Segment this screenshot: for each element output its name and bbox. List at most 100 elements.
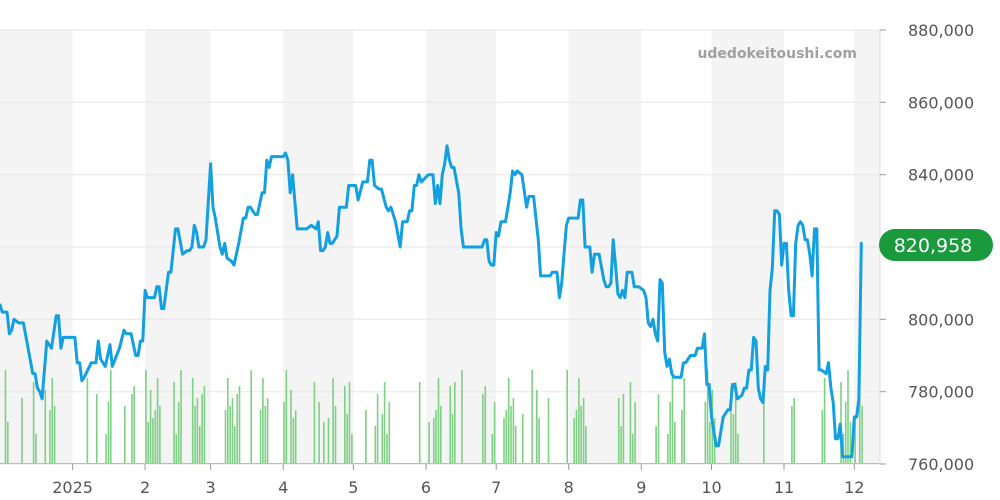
volume-bar [348,382,351,464]
volume-bar [180,370,182,464]
volume-bar [629,382,632,464]
volume-bar [147,422,149,464]
x-tick-label: 12 [844,478,864,497]
volume-bar [388,402,391,464]
volume-bar [536,390,538,464]
volume-bar [510,406,512,464]
volume-bar [159,406,161,464]
volume-bar [177,402,180,464]
x-tick-label: 9 [636,478,646,497]
volume-bar [231,398,234,464]
volume-bar [224,410,227,464]
volume-bar [145,370,147,464]
volume-bar [344,386,346,464]
volume-bar [374,426,377,464]
volume-bar [35,434,37,464]
volume-bar [49,410,51,464]
volume-bar [547,398,550,464]
volume-bar [107,402,110,464]
y-tick-label: 780,000 [908,383,974,402]
volume-bar [32,382,35,464]
volume-bar [622,394,625,464]
volume-bar [737,434,739,464]
volume-bar [259,410,262,464]
volume-bar [451,414,454,464]
volume-bar [154,410,157,464]
volume-bar [7,422,9,464]
volume-bar [318,402,320,464]
volume-bar [105,434,107,464]
volume-bar [4,370,7,464]
volume-bar [124,406,126,464]
volume-bar [667,434,669,464]
y-tick-label: 840,000 [908,166,974,185]
volume-bar [234,426,236,464]
volume-bar [669,402,671,464]
volume-bar [706,370,709,464]
volume-bar [21,398,23,464]
volume-bar [196,398,199,464]
volume-bar [861,406,863,464]
volume-bar [346,414,348,464]
last-value-label: 820,958 [894,235,973,257]
x-tick-label: 5 [348,478,358,497]
volume-bar [575,410,578,464]
volume-bar [793,398,795,464]
x-tick-label: 2 [140,478,150,497]
last-value-badge-bg [879,229,993,261]
volume-bar [238,386,241,464]
volume-bar [149,390,152,464]
volume-bar [823,378,826,464]
volume-bar [194,406,196,464]
volume-bar [418,382,421,464]
volume-bar [327,418,330,464]
volume-bar [531,370,533,464]
x-tick-label: 7 [491,478,501,497]
volume-bar [505,410,508,464]
volume-bar [449,386,451,464]
volume-bar [578,378,580,464]
volume-bar [351,434,353,464]
volume-bar [433,418,435,464]
volume-bar [657,394,660,464]
volume-bar [173,382,175,464]
volume-bar [313,382,316,464]
volume-bar [514,426,517,464]
volume-bar [53,406,56,464]
volume-bar [440,406,442,464]
volume-bar [585,426,587,464]
volume-bar [634,402,636,464]
volume-bar [250,370,252,464]
volume-bar [821,410,824,464]
volume-bar [847,370,849,464]
volume-bar [512,398,515,464]
volume-bar [290,390,292,464]
volume-bar [617,398,620,464]
volume-bar [566,370,568,464]
volume-bar [709,422,711,464]
volume-bar [44,390,47,464]
x-tick-label: 3 [206,478,216,497]
volume-bar [734,382,737,464]
volume-bar [854,418,856,464]
volume-bar [437,378,440,464]
volume-bar [681,410,683,464]
volume-bar [482,394,484,464]
volume-bar [283,402,285,464]
volume-bar [191,378,194,464]
y-axis: 760,000780,000800,000820,000840,000860,0… [880,21,974,474]
volume-bar [332,378,334,464]
volume-bar [484,386,487,464]
volume-bar [428,422,430,464]
volume-bar [236,394,238,464]
x-axis: 2025 2 3 4 5 6 7 8 9 10 11 12 [52,464,864,497]
y-tick-label: 880,000 [908,21,974,40]
volume-bar [376,394,379,464]
volume-bar [844,402,847,464]
y-tick-label: 800,000 [908,310,974,329]
y-tick-label: 760,000 [908,455,974,474]
volume-bar [131,394,133,464]
volume-bar [198,426,201,464]
volume-bar [521,414,524,464]
